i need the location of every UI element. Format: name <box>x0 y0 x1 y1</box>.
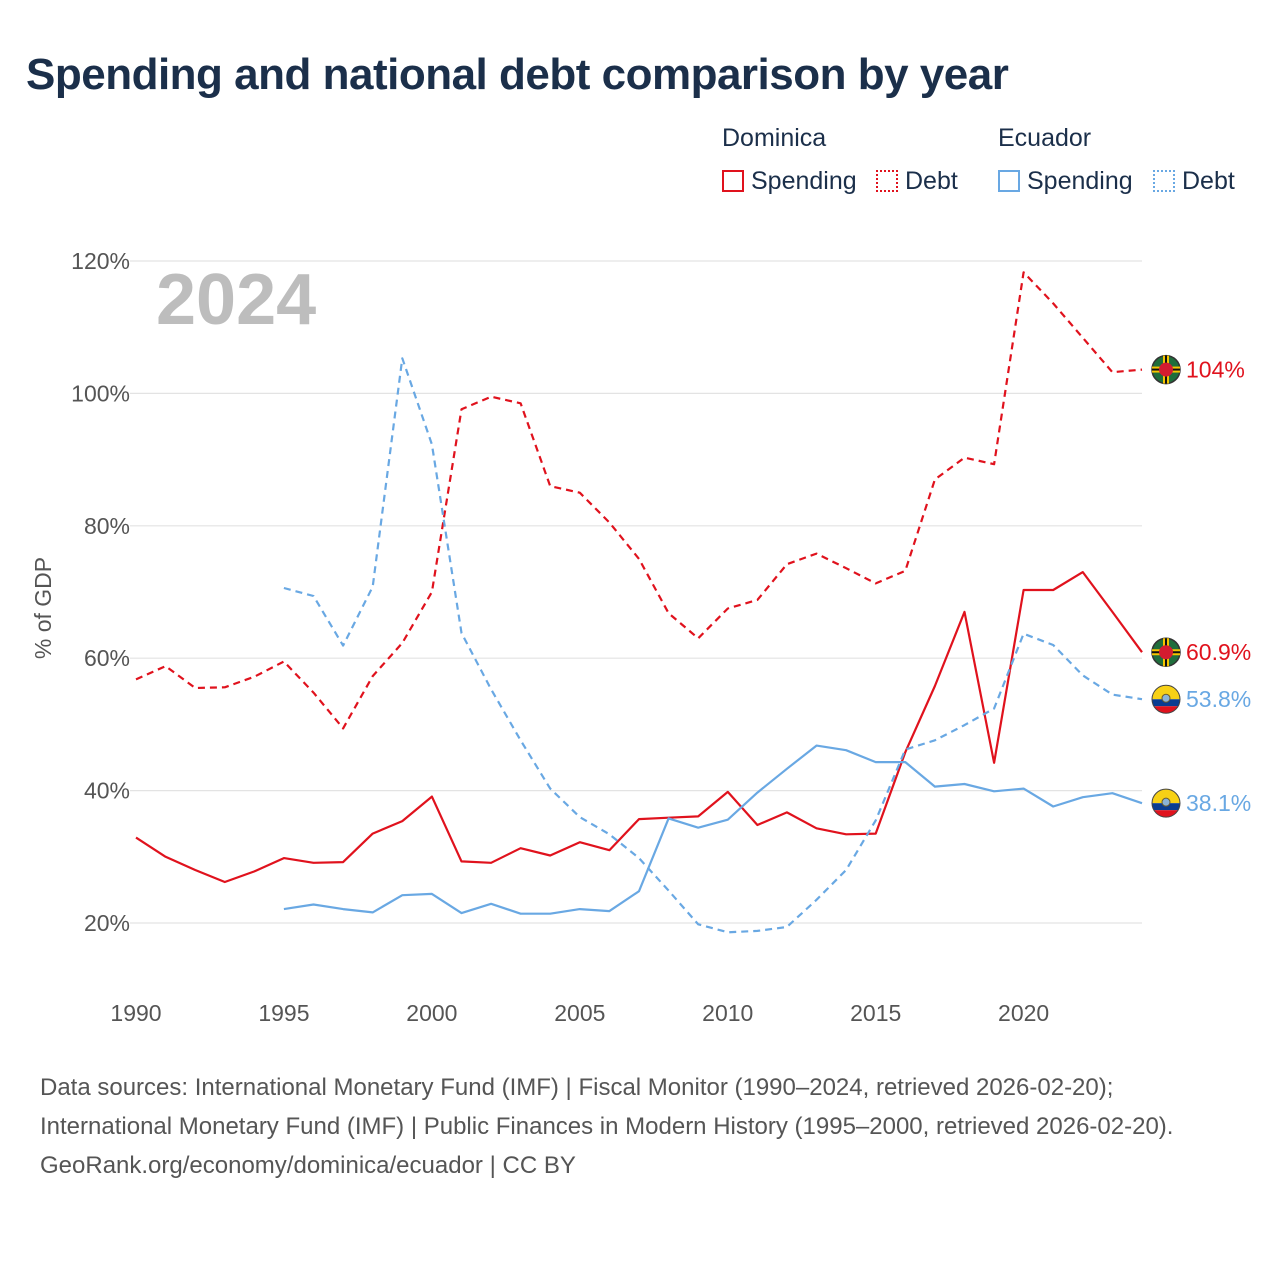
end-value-label: 104% <box>1186 357 1245 383</box>
x-tick-label: 2005 <box>554 1000 605 1026</box>
legend-label-ecuador-spending: Spending <box>1027 166 1133 195</box>
x-tick-label: 2010 <box>702 1000 753 1026</box>
series-lines <box>135 271 1143 934</box>
end-value-label: 53.8% <box>1186 686 1251 712</box>
legend-swatch-ecuador-spending <box>998 170 1020 192</box>
end-value-label: 38.1% <box>1186 790 1251 816</box>
dominica-flag-icon <box>1151 637 1181 667</box>
series-end-markers: 104% 60.9% 53.8% 38.1% <box>1151 354 1251 818</box>
legend-ecuador-debt[interactable]: Debt <box>1153 166 1235 196</box>
legend-swatch-dominica-debt <box>876 170 898 192</box>
x-tick-label: 2000 <box>406 1000 457 1026</box>
series-line-dominica-spending <box>135 570 1143 884</box>
legend-swatch-ecuador-debt <box>1153 170 1175 192</box>
series-line-ecuador-spending <box>283 744 1143 915</box>
dominica-flag-icon <box>1151 354 1181 385</box>
y-axis-label: % of GDP <box>30 557 56 659</box>
legend-ecuador-spending[interactable]: Spending <box>998 166 1133 196</box>
ecuador-flag-icon <box>1151 684 1181 714</box>
data-sources: Data sources: International Monetary Fun… <box>40 1074 1174 1140</box>
gridlines <box>130 260 1142 924</box>
x-tick-label: 2015 <box>850 1000 901 1026</box>
series-line-ecuador-debt <box>283 357 1143 934</box>
x-tick-label: 1990 <box>110 1000 161 1026</box>
legend-label-dominica-spending: Spending <box>751 166 857 195</box>
legend-dominica-spending[interactable]: Spending <box>722 166 857 196</box>
x-axis-ticks: 1990 1995 2000 2005 2010 2015 2020 <box>110 1000 1049 1026</box>
line-chart: 20% 40% 60% 80% 100% 120% 1990 1995 2000 2005 201… <box>30 248 1251 1026</box>
year-watermark: 2024 <box>156 260 316 340</box>
y-tick-label: 60% <box>84 645 130 671</box>
footer: Data sources: International Monetary Fun… <box>40 1068 1240 1185</box>
series-line-dominica-debt <box>135 271 1143 730</box>
ecuador-flag-icon <box>1151 788 1181 818</box>
legend-group-dominica: Dominica <box>722 124 827 152</box>
chart-title: Spending and national debt comparison by… <box>26 50 1009 99</box>
legend-swatch-dominica-spending <box>722 170 744 192</box>
y-tick-label: 80% <box>84 513 130 539</box>
legend-label-ecuador-debt: Debt <box>1182 166 1235 195</box>
y-tick-label: 120% <box>71 248 130 274</box>
legend-dominica-debt[interactable]: Debt <box>876 166 958 196</box>
legend-label-dominica-debt: Debt <box>905 166 958 195</box>
x-tick-label: 2020 <box>998 1000 1049 1026</box>
legend-group-ecuador: Ecuador <box>998 124 1092 152</box>
y-tick-label: 40% <box>84 778 130 804</box>
x-tick-label: 1995 <box>258 1000 309 1026</box>
credit-link[interactable]: GeoRank.org/economy/dominica/ecuador | C… <box>40 1152 576 1179</box>
y-axis-ticks: 20% 40% 60% 80% 100% 120% <box>71 248 130 936</box>
end-value-label: 60.9% <box>1186 639 1251 665</box>
y-tick-label: 20% <box>84 910 130 936</box>
y-tick-label: 100% <box>71 380 130 406</box>
